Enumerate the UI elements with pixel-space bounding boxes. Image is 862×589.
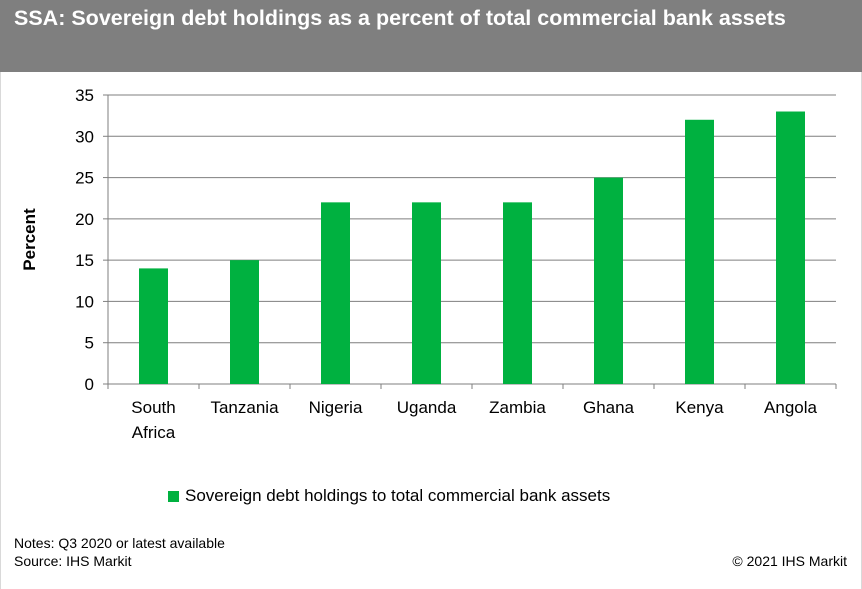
- y-tick-label: 0: [85, 375, 94, 394]
- bar-ghana: [594, 177, 623, 384]
- x-tick-label: South Africa: [131, 398, 175, 442]
- y-tick-label: 5: [85, 334, 94, 353]
- chart-title-bar: SSA: Sovereign debt holdings as a percen…: [0, 0, 862, 72]
- y-tick-label: 20: [75, 210, 94, 229]
- footer-notes: Notes: Q3 2020 or latest available Sourc…: [14, 534, 225, 570]
- bar-angola: [776, 111, 805, 384]
- chart-legend: Sovereign debt holdings to total commerc…: [168, 485, 610, 507]
- bar-kenya: [685, 119, 714, 384]
- bar-uganda: [412, 202, 441, 384]
- x-tick-label: Kenya: [675, 398, 724, 417]
- y-tick-label: 35: [75, 86, 94, 105]
- y-axis-label: Percent: [20, 208, 39, 271]
- copyright-text: © 2021 IHS Markit: [732, 553, 847, 569]
- chart-title: SSA: Sovereign debt holdings as a percen…: [14, 6, 786, 30]
- y-tick-label: 15: [75, 251, 94, 270]
- x-tick-label: Ghana: [583, 398, 635, 417]
- x-tick-label: Nigeria: [309, 398, 363, 417]
- y-tick-label: 10: [75, 292, 94, 311]
- y-tick-label: 30: [75, 127, 94, 146]
- bar-nigeria: [321, 202, 350, 384]
- bar-tanzania: [230, 260, 259, 384]
- source-text: Source: IHS Markit: [14, 553, 132, 569]
- notes-text: Notes: Q3 2020 or latest available: [14, 535, 225, 551]
- legend-label: Sovereign debt holdings to total commerc…: [185, 486, 611, 505]
- x-tick-label: Zambia: [489, 398, 546, 417]
- x-tick-label: Tanzania: [210, 398, 279, 417]
- bar-zambia: [503, 202, 532, 384]
- legend-swatch: [168, 490, 179, 502]
- frame-left-border: [0, 72, 1, 589]
- bar-chart: 0 5 10 15 20 25 30 35 Percent South Africa Tanzania…: [20, 86, 837, 442]
- x-tick-label: Uganda: [397, 398, 457, 417]
- bar-south-africa: [139, 268, 168, 384]
- y-tick-label: 25: [75, 169, 94, 188]
- x-tick-label: Angola: [764, 398, 817, 417]
